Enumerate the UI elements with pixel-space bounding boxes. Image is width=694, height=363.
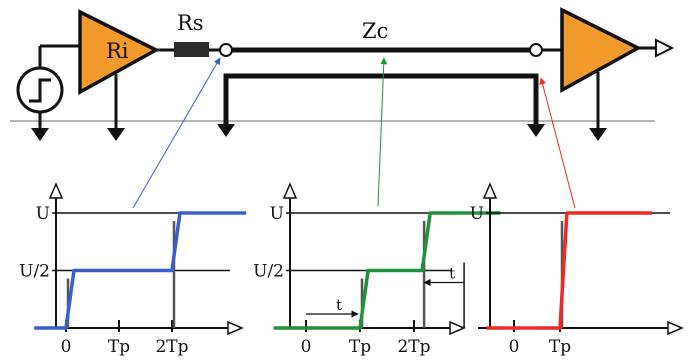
series-resistor-label: Rs [177,11,204,35]
y-axis-arrow-icon [482,182,498,199]
delay-marker-a-label: t [336,296,342,314]
x-axis-arrow-icon [667,320,684,336]
x-axis-arrow-icon [449,320,466,336]
transmission-line-return [223,73,539,128]
source-amplifier: Ri [78,9,160,141]
y-axis-arrow-icon [282,182,298,199]
series-resistor [174,42,209,57]
x-tick-label: Tp [108,337,130,357]
waveform-line [486,211,652,330]
y-tick-label: U [36,204,50,224]
middle-waveform-plot: U U/2 0 Tp 2Tp t t [253,182,501,357]
delay-marker-b-label: t [449,265,455,283]
x-tick-label: 2Tp [155,337,188,357]
middle-probe-arrow [377,57,388,207]
source-amplifier-label: Ri [106,39,129,63]
x-tick-label: 2Tp [397,337,430,357]
line-output-node [529,43,543,57]
load-amplifier [542,7,675,141]
source-probe-arrow [132,57,221,209]
x-tick-label: 0 [61,337,72,357]
step-source-icon [16,44,80,141]
y-tick-label: U/2 [253,262,284,282]
x-tick-label: Tp [349,337,371,357]
circuit: Ri Rs Zc [10,7,675,141]
load-waveform-plot: U 0 Tp [470,182,684,357]
waveform-line [273,211,501,330]
x-tick-label: 0 [301,337,312,357]
load-probe-arrow [539,77,576,209]
y-axis-arrow-icon [48,182,64,199]
x-axis-arrow-icon [227,320,244,336]
y-tick-label: U/2 [19,262,50,282]
line-input-node [219,43,233,57]
y-tick-label: U [270,204,284,224]
transmission-line-label: Zc [362,19,388,43]
x-tick-label: Tp [549,337,571,357]
source-waveform-plot: U U/2 0 Tp 2Tp [19,182,247,357]
waveform-line [34,211,247,330]
y-tick-label: U [470,204,484,224]
x-tick-label: 0 [509,337,520,357]
